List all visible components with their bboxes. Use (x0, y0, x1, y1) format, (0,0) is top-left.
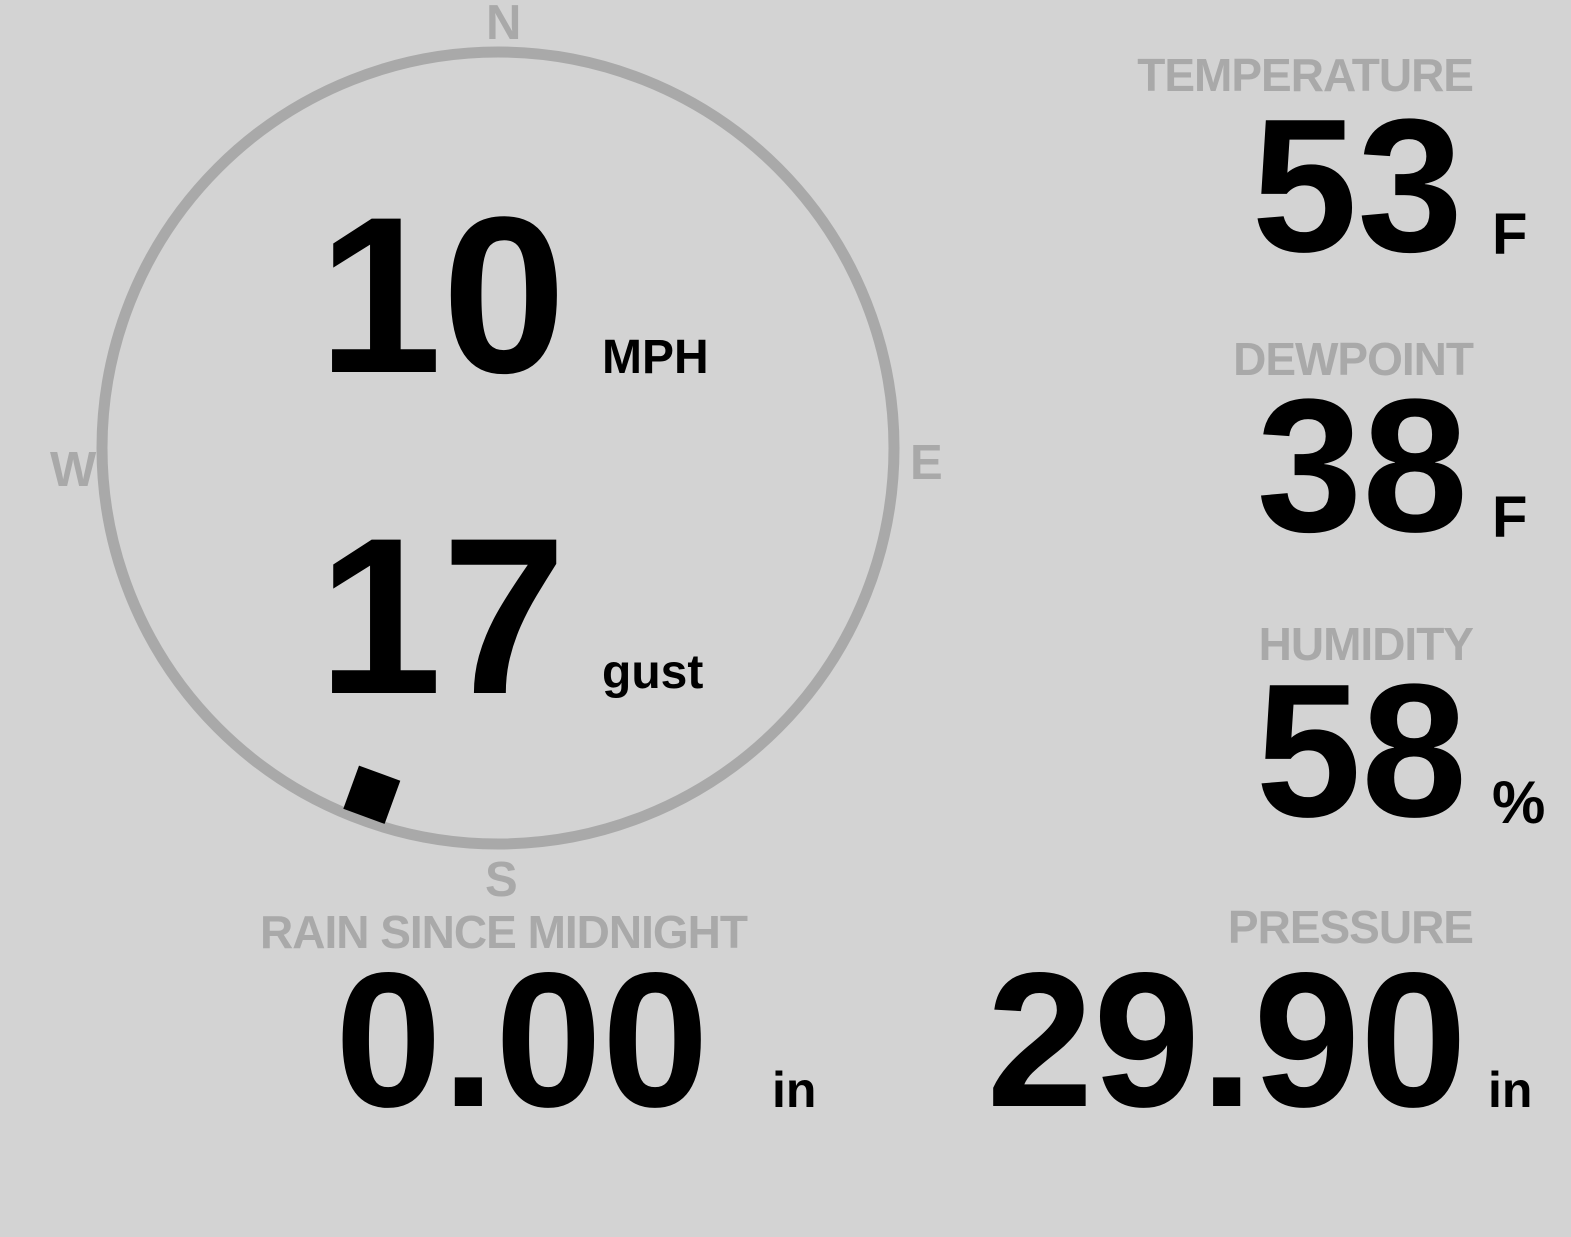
rain-unit: in (772, 1062, 817, 1118)
wind-speed-unit: MPH (602, 331, 709, 384)
wind-gust-unit: gust (602, 646, 704, 699)
wind-speed-value: 10 (318, 171, 567, 420)
pressure-value: 29.90 (986, 932, 1467, 1147)
wind-direction-marker (343, 765, 401, 824)
compass-south: S (485, 853, 518, 907)
humidity-unit: % (1492, 769, 1546, 836)
pressure-label: PRESSURE (1227, 901, 1474, 953)
humidity-value: 58 (1255, 645, 1467, 857)
dewpoint-unit: F (1492, 485, 1528, 550)
compass-ring (96, 46, 900, 850)
humidity-label: HUMIDITY (1258, 618, 1474, 670)
temperature-value: 53 (1251, 80, 1463, 292)
compass-north: N (486, 0, 522, 50)
pressure-unit: in (1488, 1062, 1533, 1118)
temperature-unit: F (1492, 202, 1528, 267)
compass-west: W (50, 443, 97, 497)
dewpoint-label: DEWPOINT (1233, 333, 1474, 385)
wind-gust-value: 17 (318, 492, 567, 741)
compass-east: E (910, 436, 943, 490)
dewpoint-value: 38 (1256, 360, 1468, 572)
rain-value: 0.00 (335, 932, 709, 1147)
temperature-label: TEMPERATURE (1137, 49, 1474, 101)
rain-label: RAIN SINCE MIDNIGHT (260, 906, 748, 958)
